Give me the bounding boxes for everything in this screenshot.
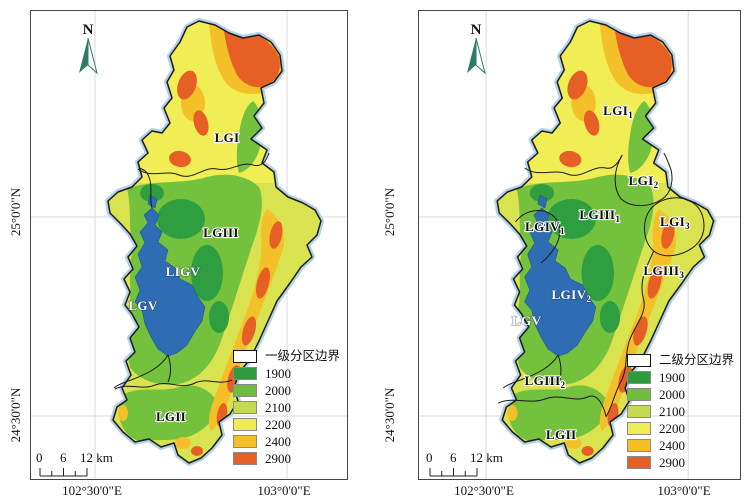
scale-6: 6 (60, 450, 67, 465)
elevation-value: 1900 (265, 365, 291, 381)
elevation-swatch (627, 438, 651, 452)
elevation-swatch (627, 455, 651, 469)
map-panel-first-level: LGI LGIII LIGV LGV LGII N 一级分区边界 1900 20… (30, 10, 348, 480)
elevation-swatch (627, 387, 651, 401)
map-panel-second-level: LGI1 LGI2 LGI3 LGIII1 LGIV1 LGIII3 LGIV2… (418, 10, 741, 480)
zone-label-lgiv1: LGIV1 (525, 219, 565, 236)
scale-12: 12 km (470, 450, 503, 465)
zone-label-lgi2: LGI2 (628, 173, 658, 190)
map-canvas-second-level: LGI1 LGI2 LGI3 LGIII1 LGIV1 LGIII3 LGIV2… (419, 11, 740, 479)
legend-first-level: 一级分区边界 1900 2000 2100 2200 2400 2900 (233, 349, 340, 465)
north-arrow-icon (467, 37, 486, 75)
elevation-value: 2900 (659, 454, 685, 470)
zone-label-lgiii2: LGIII2 (525, 373, 566, 390)
north-label: N (470, 22, 482, 38)
legend-row: 2900 (627, 455, 734, 469)
elevation-value: 2200 (659, 420, 685, 436)
scale-0: 0 (426, 450, 433, 465)
north-arrow-icon (79, 37, 98, 75)
zone-labels: LGI LGIII LIGV LGV LGII (128, 129, 241, 425)
zone-labels: LGI1 LGI2 LGI3 LGIII1 LGIV1 LGIII3 LGIV2… (511, 102, 691, 443)
zone-label-lgi3: LGI3 (660, 214, 690, 231)
legend-row: 2000 (627, 387, 734, 401)
ytick-right-250: 25°0'0"N (382, 187, 397, 237)
ytick-right-2430: 24°30'0"N (382, 387, 397, 443)
legend-row: 2400 (627, 438, 734, 452)
elevation-value: 2100 (659, 403, 685, 419)
elevation-value: 2100 (265, 399, 291, 415)
elevation-value: 2000 (659, 386, 685, 402)
legend-boundary-row: 二级分区边界 (627, 353, 734, 367)
zone-label-lgii: LGII (546, 427, 577, 442)
zone-label-lgiv2: LGIV2 (551, 287, 591, 304)
elevation-value: 2400 (659, 437, 685, 453)
zone-label-lgiii1: LGIII1 (579, 207, 620, 224)
north-arrow: N (459, 23, 493, 80)
scale-bar: 0 6 12 km (425, 451, 535, 485)
legend-boundary-row: 一级分区边界 (233, 349, 340, 363)
second-level-zone-boundaries (498, 152, 705, 418)
elevation-swatch (627, 404, 651, 418)
elevation-value: 2900 (265, 450, 291, 466)
north-label: N (82, 22, 94, 38)
legend-row: 2400 (233, 434, 340, 448)
elevation-swatch (627, 370, 651, 384)
elevation-swatch (627, 421, 651, 435)
map-canvas-first-level: LGI LGIII LIGV LGV LGII (31, 11, 347, 479)
zone-label-lgv: LGV (128, 298, 157, 313)
zone-label-lgii: LGII (156, 409, 186, 424)
legend-row: 1900 (233, 366, 340, 380)
elevation-swatch (233, 417, 257, 431)
boundary-swatch (233, 349, 257, 363)
boundary-swatch (627, 353, 651, 367)
zone-label-lgi: LGI (215, 130, 240, 145)
legend-row: 2100 (233, 400, 340, 414)
zone-label-lgi1: LGI1 (603, 103, 633, 120)
legend-row: 2200 (233, 417, 340, 431)
boundary-legend-label: 一级分区边界 (265, 348, 341, 363)
first-level-zone-boundaries (113, 152, 270, 390)
xtick-left-1030: 103°0'0"E (257, 483, 311, 498)
elevation-value: 2400 (265, 433, 291, 449)
scale-bar-ticks (39, 468, 88, 477)
elevation-swatch (233, 451, 257, 465)
xtick-right-10230: 102°30'0"E (454, 483, 514, 498)
elevation-value: 1900 (659, 369, 685, 385)
ytick-left-2430: 24°30'0"N (8, 387, 23, 443)
scale-bar-ticks (429, 468, 478, 477)
zone-label-lgiii: LGIII (203, 225, 238, 240)
zone-label-lgiii3: LGIII3 (643, 263, 684, 280)
legend-row: 2200 (627, 421, 734, 435)
elevation-value: 2200 (265, 416, 291, 432)
elevation-swatch (233, 400, 257, 414)
xtick-right-1030: 103°0'0"E (657, 483, 711, 498)
scale-6: 6 (450, 450, 457, 465)
north-arrow: N (71, 23, 105, 80)
boundary-legend-label: 二级分区边界 (659, 352, 735, 367)
elevation-swatch (233, 434, 257, 448)
elevation-swatch (233, 366, 257, 380)
legend-row: 2000 (233, 383, 340, 397)
legend-row: 1900 (627, 370, 734, 384)
elevation-swatch (233, 383, 257, 397)
scale-0: 0 (36, 450, 43, 465)
scale-12: 12 km (80, 450, 113, 465)
legend-row: 2100 (627, 404, 734, 418)
zone-label-lgv: LGV (512, 313, 542, 328)
legend-row: 2900 (233, 451, 340, 465)
legend-second-level: 二级分区边界 1900 2000 2100 2200 2400 2900 (627, 353, 734, 469)
zone-label-ligv: LIGV (166, 264, 201, 279)
elevation-value: 2000 (265, 382, 291, 398)
ytick-left-250: 25°0'0"N (8, 187, 23, 237)
xtick-left-10230: 102°30'0"E (62, 483, 122, 498)
scale-bar: 0 6 12 km (35, 451, 145, 485)
